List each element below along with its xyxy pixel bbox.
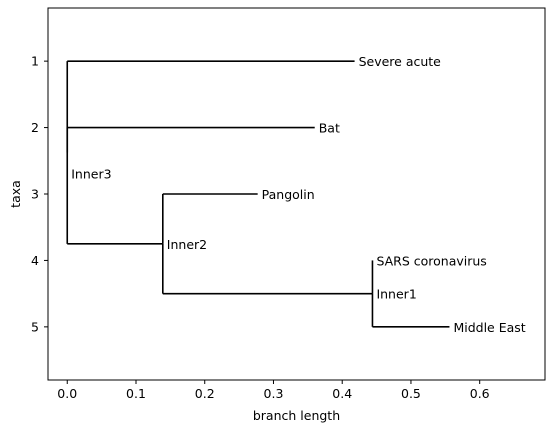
- x-tick-label: 0.2: [195, 386, 215, 401]
- x-axis-ticks: 0.0 0.1 0.2 0.3 0.4 0.5 0.6: [57, 380, 490, 401]
- node-label-bat: Bat: [319, 121, 340, 136]
- y-tick-label: 3: [31, 187, 39, 202]
- node-label-inner3: Inner3: [71, 166, 111, 181]
- node-label-inner1: Inner1: [376, 287, 416, 302]
- y-tick-label: 2: [31, 120, 39, 135]
- x-tick-label: 0.5: [401, 386, 421, 401]
- x-axis-label: branch length: [253, 408, 340, 423]
- y-tick-label: 4: [31, 253, 39, 268]
- y-axis-ticks: 1 2 3 4 5: [31, 54, 48, 334]
- x-tick-label: 0.0: [57, 386, 77, 401]
- y-tick-label: 5: [31, 319, 39, 334]
- node-label-sars: SARS coronavirus: [376, 253, 486, 268]
- node-label-mers: Middle East: [453, 320, 525, 335]
- node-labels: Inner3 Severe acute Bat Inner2 Pangolin …: [71, 54, 526, 335]
- tree-branches: [66, 60, 450, 328]
- y-axis-label: taxa: [8, 180, 23, 208]
- plot-frame: [47, 7, 546, 381]
- node-label-severe: Severe acute: [359, 54, 442, 69]
- x-tick-label: 0.3: [264, 386, 284, 401]
- y-tick-label: 1: [31, 54, 39, 69]
- node-label-inner2: Inner2: [167, 237, 207, 252]
- x-tick-label: 0.1: [126, 386, 146, 401]
- x-tick-label: 0.6: [470, 386, 490, 401]
- x-tick-label: 0.4: [332, 386, 352, 401]
- node-label-pang: Pangolin: [262, 187, 315, 202]
